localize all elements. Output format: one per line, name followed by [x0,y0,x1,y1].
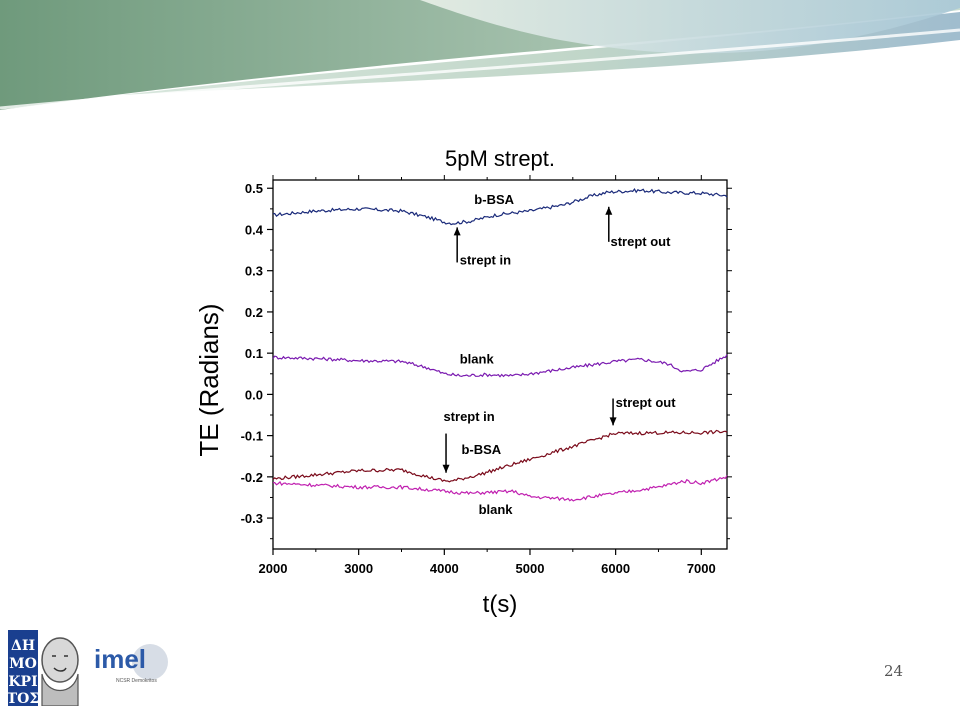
x-tick-label: 6000 [601,561,630,576]
swoosh-band-mid [0,12,960,110]
series-line-4 [272,475,728,502]
demokritos-logo: ΔΗ ΜΟ ΚΡΙ ΤΟΣ [8,630,79,706]
annotation-label: strept in [443,409,494,424]
y-ticks: 0.5 0.4 0.3 0.2 0.1 0.0 -0.1 -0.2 -0.3 [241,181,732,540]
chart-title: 5pM strept. [445,146,555,171]
annotation-label: strept in [460,253,511,268]
annotation-label: b-BSA [474,192,514,207]
svg-text:ΤΟΣ: ΤΟΣ [8,691,39,706]
x-tick-label: 7000 [687,561,716,576]
x-axis-label: t(s) [483,591,518,618]
imel-logo: imel NCSR Demokritos [94,644,168,684]
annotation-label: blank [479,502,514,517]
bust-head [41,637,79,683]
annotation-label: b-BSA [461,442,501,457]
imel-logo-disc [132,644,168,680]
svg-text:ΜΟ: ΜΟ [9,656,37,672]
x-tick-label: 2000 [259,561,288,576]
annotations: b-BSA strept in strept out blank strept out s… [442,192,677,517]
y-tick-label: 0.5 [245,181,263,196]
imel-logo-text: imel [94,644,146,674]
x-tick-label: 3000 [344,561,373,576]
header-swoosh-banner [0,0,960,110]
x-tick-label: 4000 [430,561,459,576]
bust-beard [41,673,79,706]
y-tick-label: -0.3 [241,511,263,526]
svg-text:ΔΗ: ΔΗ [11,638,35,654]
series-lines [272,188,728,502]
annotation-label: blank [460,351,495,366]
swoosh-band-front [420,0,960,54]
annotation-label: strept out [616,395,677,410]
y-tick-label: -0.1 [241,429,263,444]
series-line-1 [272,188,728,226]
y-tick-label: -0.2 [241,470,263,485]
page-number: 24 [884,662,904,680]
y-tick-label: 0.1 [245,346,263,361]
y-tick-label: 0.3 [245,264,263,279]
series-line-2 [272,354,728,378]
annotation-arrowhead [609,417,617,426]
x-tick-label: 5000 [516,561,545,576]
demokritos-logo-band [8,630,38,706]
annotation-label: strept out [611,234,672,249]
annotation-arrowhead [605,206,613,215]
x-ticks: 2000 3000 4000 5000 6000 7000 [259,175,716,576]
y-axis-label: TE (Radians) [194,303,224,456]
y-tick-label: 0.4 [245,222,264,237]
series-line-3 [272,429,728,483]
swoosh-line [0,28,960,110]
svg-text:ΚΡΙ: ΚΡΙ [8,674,37,690]
y-tick-label: 0.0 [245,387,263,402]
annotation-arrowhead [453,227,461,236]
annotation-arrowhead [442,464,450,473]
plot-frame [272,179,728,550]
y-tick-label: 0.2 [245,305,263,320]
imel-logo-subtext: NCSR Demokritos [116,678,157,684]
